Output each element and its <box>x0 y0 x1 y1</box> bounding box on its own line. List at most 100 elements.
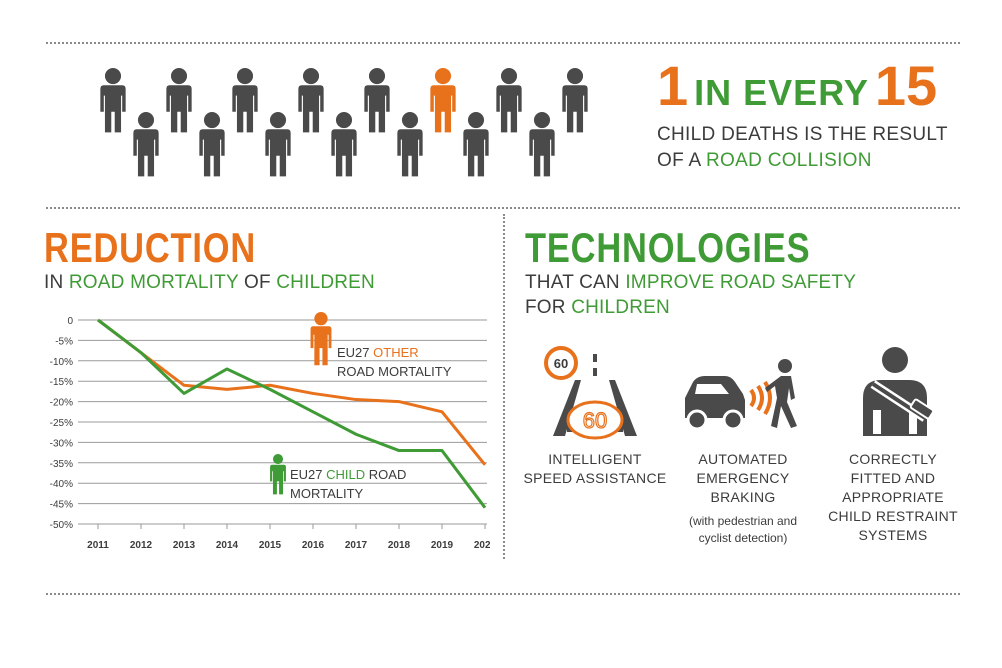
middle-divider <box>46 207 960 209</box>
speed-assistance-icon: 60 60 <box>544 346 637 440</box>
y-tick-label: -10% <box>50 357 73 368</box>
tech-label-3-line-4: CHILD RESTRAINT <box>828 508 958 524</box>
tech-label-2-line-3: BRAKING <box>710 489 776 505</box>
y-tick-label: -30% <box>50 438 73 449</box>
y-tick-label: -45% <box>50 500 73 511</box>
tech-sub2-prefix: FOR <box>525 297 572 318</box>
y-tick-label: -40% <box>50 479 73 490</box>
technologies-subtitle-1: THAT CAN IMPROVE ROAD SAFETY <box>525 272 856 294</box>
person-icon <box>463 112 489 177</box>
dashboard-speed-value: 60 <box>583 408 607 433</box>
legend-person-child-icon <box>270 454 286 495</box>
y-tick-label: -35% <box>50 459 73 470</box>
stat-number-one: 1 <box>657 54 689 117</box>
legend-child-prefix: EU27 <box>290 467 326 482</box>
legend-person-other-icon <box>310 312 332 366</box>
technologies-title: TECHNOLOGIES <box>525 224 811 271</box>
legend-other-prefix: EU27 <box>337 345 373 360</box>
tech-label-2-line-2: EMERGENCY <box>696 470 790 486</box>
tech-label-3-line-3: APPROPRIATE <box>842 489 944 505</box>
stat-line-2-highlight: ROAD COLLISION <box>706 150 872 171</box>
person-icon <box>397 112 423 177</box>
legend-child-line-2: MORTALITY <box>290 486 364 501</box>
stat-line-2-prefix: OF A <box>657 150 707 171</box>
person-icon <box>331 112 357 177</box>
reduction-title: REDUCTION <box>44 224 257 271</box>
person-icon <box>100 68 126 133</box>
y-tick-label: -20% <box>50 398 73 409</box>
tech-sub-highlight: IMPROVE ROAD SAFETY <box>625 272 857 293</box>
y-tick-label: -5% <box>55 336 73 347</box>
sub-of: OF <box>238 272 277 293</box>
tech-label-1-line-1: INTELLIGENT <box>548 451 642 467</box>
tech-emergency-braking: AUTOMATED EMERGENCY BRAKING (with pedest… <box>668 340 818 547</box>
tech-note-2-line-2: cyclist detection) <box>698 531 788 545</box>
person-icon <box>133 112 159 177</box>
legend-other-line-1: EU27 OTHER <box>337 345 419 360</box>
child-restraint-icon <box>863 347 935 436</box>
stat-in-every: IN EVERY <box>694 72 869 113</box>
tech-label-3-line-1: CORRECTLY <box>848 451 937 467</box>
person-icon <box>199 112 225 177</box>
sub-children: CHILDREN <box>276 272 375 293</box>
bottom-divider <box>46 593 960 595</box>
sub-in: IN <box>44 272 69 293</box>
legend-other-highlight: OTHER <box>373 345 419 360</box>
person-icon <box>529 112 555 177</box>
tech-speed-assistance: 60 60 INTELLIGENT SPEED ASSISTANCE <box>520 340 670 488</box>
y-tick-label: -15% <box>50 377 73 388</box>
tech-label-1-line-2: SPEED ASSISTANCE <box>523 470 667 486</box>
tech-sub-prefix: THAT CAN <box>525 272 626 293</box>
x-tick-label: 2015 <box>259 540 282 551</box>
x-tick-label: 2011 <box>87 540 109 551</box>
x-tick-label: 2016 <box>302 540 325 551</box>
legend-child-line-1: EU27 CHILD ROAD <box>290 467 406 482</box>
person-icon <box>166 68 192 133</box>
y-tick-label: -25% <box>50 418 73 429</box>
tech-label-1: INTELLIGENT SPEED ASSISTANCE <box>520 450 670 488</box>
tech-note-2: (with pedestrian and cyclist detection) <box>668 513 818 547</box>
technologies-subtitle-2: FOR CHILDREN <box>525 297 670 319</box>
x-tick-label: 2012 <box>130 540 153 551</box>
legend-other-line-2: ROAD MORTALITY <box>337 364 452 379</box>
y-tick-label: 0 <box>67 316 73 327</box>
stat-line-1: CHILD DEATHS IS THE RESULT <box>657 124 948 145</box>
tech-label-3-line-2: FITTED AND <box>850 470 936 486</box>
x-tick-label: 2019 <box>431 540 454 551</box>
tech-child-restraint: CORRECTLY FITTED AND APPROPRIATE CHILD R… <box>818 340 968 545</box>
x-tick-label: 2013 <box>173 540 196 551</box>
x-tick-label: 2018 <box>388 540 411 551</box>
person-icon <box>364 68 390 133</box>
top-divider <box>46 42 960 44</box>
column-divider <box>503 214 505 559</box>
statistic-block: 1 IN EVERY 15 CHILD DEATHS IS THE RESULT O… <box>657 58 977 172</box>
speed-sign-value: 60 <box>554 356 568 371</box>
tech-note-2-line-1: (with pedestrian and <box>688 514 798 528</box>
tech-label-3: CORRECTLY FITTED AND APPROPRIATE CHILD R… <box>818 450 968 545</box>
person-icon <box>232 68 258 133</box>
x-tick-label: 2020 <box>474 540 490 551</box>
tech-label-2-line-1: AUTOMATED <box>698 451 788 467</box>
x-tick-label: 2017 <box>345 540 368 551</box>
stat-number-fifteen: 15 <box>874 54 938 117</box>
tech-sub2-highlight: CHILDREN <box>571 297 670 318</box>
y-tick-label: -50% <box>50 520 73 531</box>
series-line-child <box>97 318 487 509</box>
reduction-subtitle: IN ROAD MORTALITY OF CHILDREN <box>44 272 375 294</box>
people-icons <box>100 68 588 177</box>
person-icon <box>265 112 291 177</box>
stat-line-2: OF A ROAD COLLISION <box>657 150 977 172</box>
legend-child-suffix: ROAD <box>365 467 406 482</box>
tech-label-2: AUTOMATED EMERGENCY BRAKING <box>668 450 818 507</box>
series-line-other <box>97 318 487 466</box>
x-tick-label: 2014 <box>216 540 239 551</box>
mortality-line-chart: 0 -5% -10% -15% -20% -25% -30% -35% -40% -45% -50%… <box>50 312 490 551</box>
person-icon <box>298 68 324 133</box>
person-icon <box>496 68 522 133</box>
sub-road-mortality: ROAD MORTALITY <box>68 272 239 293</box>
tech-label-3-line-5: SYSTEMS <box>858 527 928 543</box>
person-icon <box>562 68 588 133</box>
legend-child-highlight: CHILD <box>326 467 365 482</box>
person-icon <box>430 68 456 133</box>
emergency-braking-icon <box>685 359 797 431</box>
